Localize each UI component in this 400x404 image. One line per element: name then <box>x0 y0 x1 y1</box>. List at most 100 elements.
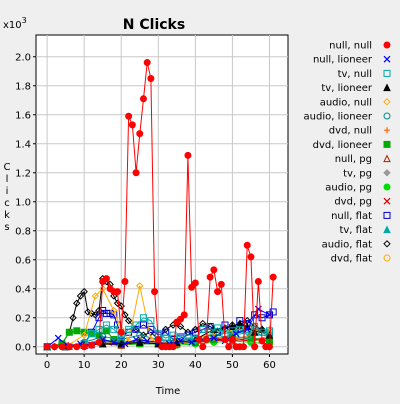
data-point <box>232 330 240 338</box>
x-tick-label: 20 <box>115 360 128 371</box>
data-point <box>217 280 225 288</box>
data-point <box>251 311 259 319</box>
data-point <box>139 314 147 322</box>
data-point <box>210 334 218 342</box>
legend-label: dvd, flat <box>331 254 372 265</box>
legend-label: null, lioneer <box>313 55 373 66</box>
legend-label: null, flat <box>331 211 372 222</box>
data-point <box>102 327 110 335</box>
data-point <box>269 273 277 281</box>
y-tick-label: 1.4 <box>15 139 31 150</box>
legend-item: dvd, lioneer <box>313 140 391 151</box>
data-point <box>383 211 391 219</box>
data-point <box>177 315 185 323</box>
data-point <box>265 343 273 351</box>
data-point <box>184 334 192 342</box>
data-point <box>80 287 88 296</box>
legend-label: tv, lioneer <box>321 83 373 94</box>
legend-item: tv, flat <box>339 225 391 236</box>
data-point <box>43 343 51 351</box>
x-tick-label: 50 <box>226 360 239 371</box>
legend-item: null, null <box>329 41 391 52</box>
data-point <box>383 112 391 120</box>
data-point <box>95 338 103 346</box>
y-tick-label: 1.2 <box>15 168 31 179</box>
data-point <box>188 283 196 291</box>
data-point <box>191 279 199 287</box>
x-axis-label: Time <box>155 386 180 397</box>
y-tick-label: 1.8 <box>15 81 31 92</box>
data-point <box>188 338 196 346</box>
legend-label: dvd, pg <box>334 197 372 208</box>
data-point <box>202 336 210 343</box>
data-point <box>147 325 155 333</box>
y-tick-label: 1.0 <box>15 197 31 208</box>
data-point <box>147 75 155 82</box>
data-point <box>125 325 133 333</box>
y-axis-label-char: C <box>4 162 11 173</box>
legend-item: dvd, null <box>329 126 390 137</box>
data-point <box>102 309 110 317</box>
data-point <box>383 140 391 148</box>
data-point <box>73 327 81 335</box>
data-point <box>91 292 100 300</box>
legend-label: null, pg <box>335 154 372 165</box>
data-point <box>184 151 192 159</box>
data-point <box>169 331 177 339</box>
legend-label: audio, lioneer <box>304 112 373 123</box>
legend-label: tv, flat <box>339 225 372 236</box>
legend-item: dvd, pg <box>334 197 391 208</box>
data-point <box>143 337 151 345</box>
data-point <box>228 327 236 335</box>
data-point <box>102 321 110 329</box>
data-point <box>383 254 391 262</box>
data-point <box>98 285 107 293</box>
y-tick-label: 0.0 <box>15 342 31 353</box>
data-point <box>199 325 207 333</box>
data-point <box>58 343 66 351</box>
data-point <box>265 327 273 335</box>
legend-item: tv, null <box>338 69 391 80</box>
legend-label: dvd, lioneer <box>313 140 373 151</box>
data-point <box>383 197 391 205</box>
data-point <box>225 343 233 351</box>
data-point <box>147 317 155 325</box>
data-point <box>54 334 62 342</box>
data-point <box>139 321 147 329</box>
data-point <box>240 343 248 351</box>
data-point <box>383 83 391 92</box>
data-point <box>154 336 162 343</box>
data-point <box>221 336 229 343</box>
y-multiplier-exponent: 3 <box>22 16 27 25</box>
data-point <box>110 338 118 346</box>
data-point <box>114 288 122 296</box>
y-axis-label-char: i <box>6 186 9 197</box>
data-point <box>95 314 103 322</box>
y-axis-label-char: k <box>4 210 10 221</box>
legend-item: audio, lioneer <box>304 112 391 123</box>
y-tick-label: 0.8 <box>15 226 31 237</box>
data-point <box>88 341 96 349</box>
data-point <box>136 331 144 339</box>
data-point <box>65 328 73 336</box>
data-point <box>132 336 140 343</box>
data-point <box>117 328 125 336</box>
y-axis-label-char: c <box>4 198 10 209</box>
y-tick-label: 0.2 <box>15 313 31 324</box>
series-null-null <box>43 59 277 351</box>
data-point <box>383 69 391 77</box>
data-point <box>383 183 391 191</box>
y-multiplier-base: x10 <box>3 20 22 31</box>
data-point <box>169 343 177 351</box>
y-tick-label: 1.6 <box>15 110 31 121</box>
x-tick-label: 40 <box>189 360 202 371</box>
series-line <box>47 317 270 348</box>
legend-label: null, null <box>329 41 372 52</box>
x-tick-label: 30 <box>152 360 165 371</box>
data-point <box>247 253 255 261</box>
legend-item: tv, lioneer <box>321 83 391 94</box>
data-point <box>110 306 118 315</box>
data-point <box>110 325 118 333</box>
data-point <box>132 321 140 329</box>
